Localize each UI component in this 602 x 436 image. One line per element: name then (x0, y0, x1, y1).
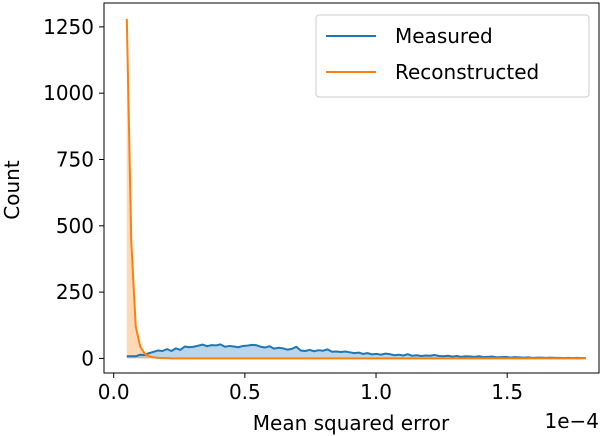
series-line-reconstructed (125, 18, 586, 360)
x-tick-label: 1.5 (491, 380, 523, 404)
series-fills (126, 18, 586, 359)
y-tick-label: 0 (81, 346, 94, 370)
y-axis: 0 250 500 750 1000 1250 (43, 15, 104, 370)
x-tick-label: 0.5 (229, 380, 261, 404)
plot-frame (103, 2, 600, 374)
area-measured (126, 344, 586, 359)
y-tick-label: 750 (56, 147, 94, 171)
x-axis-label: Mean squared error (253, 411, 450, 435)
y-tick-label: 1000 (43, 81, 94, 105)
legend-entry-measured: Measured (395, 24, 493, 48)
series-lines (125, 18, 586, 360)
x-axis-offset-label: 1e−4 (544, 409, 599, 433)
y-axis-label: Count (0, 160, 24, 220)
y-tick-label: 500 (56, 214, 94, 238)
legend-entry-reconstructed: Reconstructed (395, 60, 539, 84)
y-tick-label: 250 (56, 280, 94, 304)
x-tick-label: 1.0 (360, 380, 392, 404)
x-axis: 0.0 0.5 1.0 1.5 (98, 373, 523, 404)
legend-box (315, 14, 590, 98)
y-tick-label: 1250 (43, 15, 94, 39)
legend: Measured Reconstructed (315, 14, 590, 98)
x-tick-label: 0.0 (98, 380, 130, 404)
